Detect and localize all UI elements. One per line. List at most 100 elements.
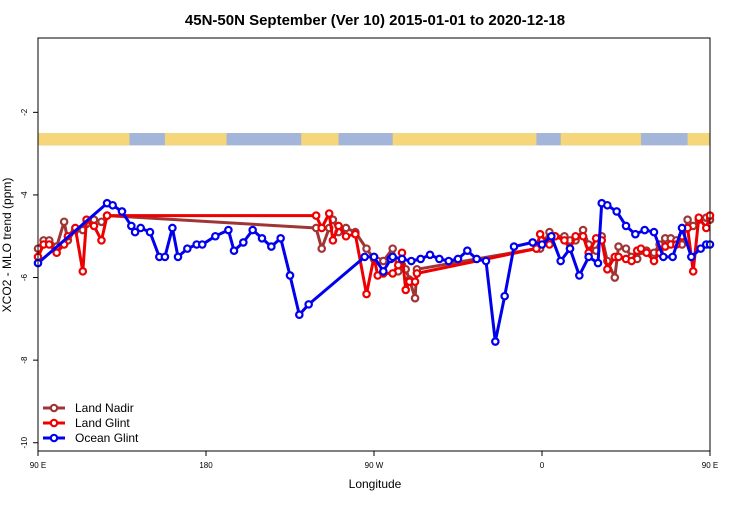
y-axis: -2 -4 -6 -8 -10	[20, 108, 38, 449]
y-tick-label: -8	[20, 356, 29, 364]
data-point	[317, 223, 327, 233]
data-point	[532, 244, 541, 253]
data-point	[257, 234, 267, 243]
data-point	[89, 221, 99, 231]
data-point	[78, 267, 88, 276]
data-point	[117, 207, 127, 216]
data-point	[683, 215, 692, 225]
data-point	[603, 264, 612, 274]
legend-item: Land Nadir	[43, 401, 134, 415]
data-point	[401, 285, 411, 295]
land-segment	[301, 132, 339, 146]
data-point	[584, 252, 593, 262]
data-point	[668, 252, 677, 262]
data-point	[694, 213, 704, 222]
data-point	[341, 231, 351, 241]
data-point	[267, 242, 276, 251]
data-point	[463, 246, 472, 255]
data-point	[688, 267, 698, 276]
x-tick-label: 90 E	[702, 461, 718, 470]
data-point	[362, 244, 371, 253]
data-point	[351, 229, 360, 239]
data-point	[388, 269, 397, 278]
x-tick-label: 90 W	[365, 461, 384, 470]
data-point	[311, 211, 321, 220]
data-point	[435, 254, 444, 264]
data-point	[565, 244, 575, 253]
data-point	[324, 209, 334, 218]
data-point	[444, 256, 453, 266]
data-point	[649, 227, 659, 237]
data-point	[603, 200, 612, 210]
data-point	[160, 252, 170, 262]
legend-item: Land Glint	[43, 416, 130, 430]
data-point	[276, 234, 285, 243]
data-point	[614, 252, 623, 262]
data-point	[183, 244, 192, 253]
legend-item: Ocean Glint	[43, 431, 139, 445]
data-point	[537, 240, 547, 249]
data-point	[239, 238, 248, 247]
data-point	[44, 240, 54, 249]
data-point	[545, 240, 554, 249]
x-tick-label: 180	[199, 461, 213, 470]
data-point	[416, 254, 425, 264]
data-point	[97, 236, 106, 245]
data-point	[636, 244, 646, 253]
data-point	[649, 256, 659, 266]
data-point	[677, 223, 687, 233]
land-segment	[392, 132, 537, 146]
data-point	[627, 256, 636, 266]
data-point	[328, 236, 338, 245]
data-point	[379, 256, 388, 266]
data-point	[453, 254, 463, 264]
data-point	[500, 291, 509, 301]
data-point	[397, 254, 407, 264]
y-tick-label: -2	[20, 108, 29, 116]
plot-frame	[37, 37, 711, 452]
data-point	[575, 271, 584, 280]
data-point	[701, 223, 711, 233]
data-point	[509, 242, 519, 251]
data-point	[560, 236, 569, 245]
data-point	[127, 221, 136, 231]
land-segment	[164, 132, 227, 146]
data-point	[173, 252, 183, 262]
data-point	[610, 273, 620, 282]
data-point	[407, 256, 416, 266]
y-axis-label: XCO2 - MLO trend (ppm)	[0, 178, 14, 313]
data-point	[229, 246, 239, 255]
data-point	[360, 252, 369, 262]
data-point	[491, 337, 500, 346]
data-point	[168, 223, 177, 233]
data-point	[379, 267, 388, 276]
y-tick-label: -4	[20, 191, 29, 199]
legend-marker	[49, 418, 59, 428]
x-axis-label: Longitude	[349, 477, 402, 491]
land-segment	[687, 132, 710, 146]
legend-label: Ocean Glint	[75, 431, 139, 445]
x-axis: 90 E 180 90 W 0 90 E	[30, 451, 718, 470]
data-point	[369, 252, 379, 262]
data-point	[571, 231, 580, 241]
data-point	[197, 240, 207, 249]
x-tick-label: 90 E	[30, 461, 46, 470]
legend-label: Land Nadir	[75, 401, 134, 415]
data-point	[472, 254, 481, 264]
x-tick-label: 0	[540, 461, 545, 470]
data-point	[334, 221, 343, 231]
land-segment	[560, 132, 641, 146]
data-point	[410, 293, 420, 303]
data-point	[687, 252, 696, 262]
data-point	[614, 242, 623, 251]
land-ocean-strip	[38, 132, 710, 146]
data-point	[145, 227, 155, 237]
data-point	[108, 200, 117, 210]
data-point	[317, 244, 327, 253]
legend-marker	[49, 403, 59, 413]
data-point	[621, 221, 631, 231]
land-segment	[38, 132, 130, 146]
data-point	[52, 248, 61, 258]
data-point	[412, 269, 422, 278]
